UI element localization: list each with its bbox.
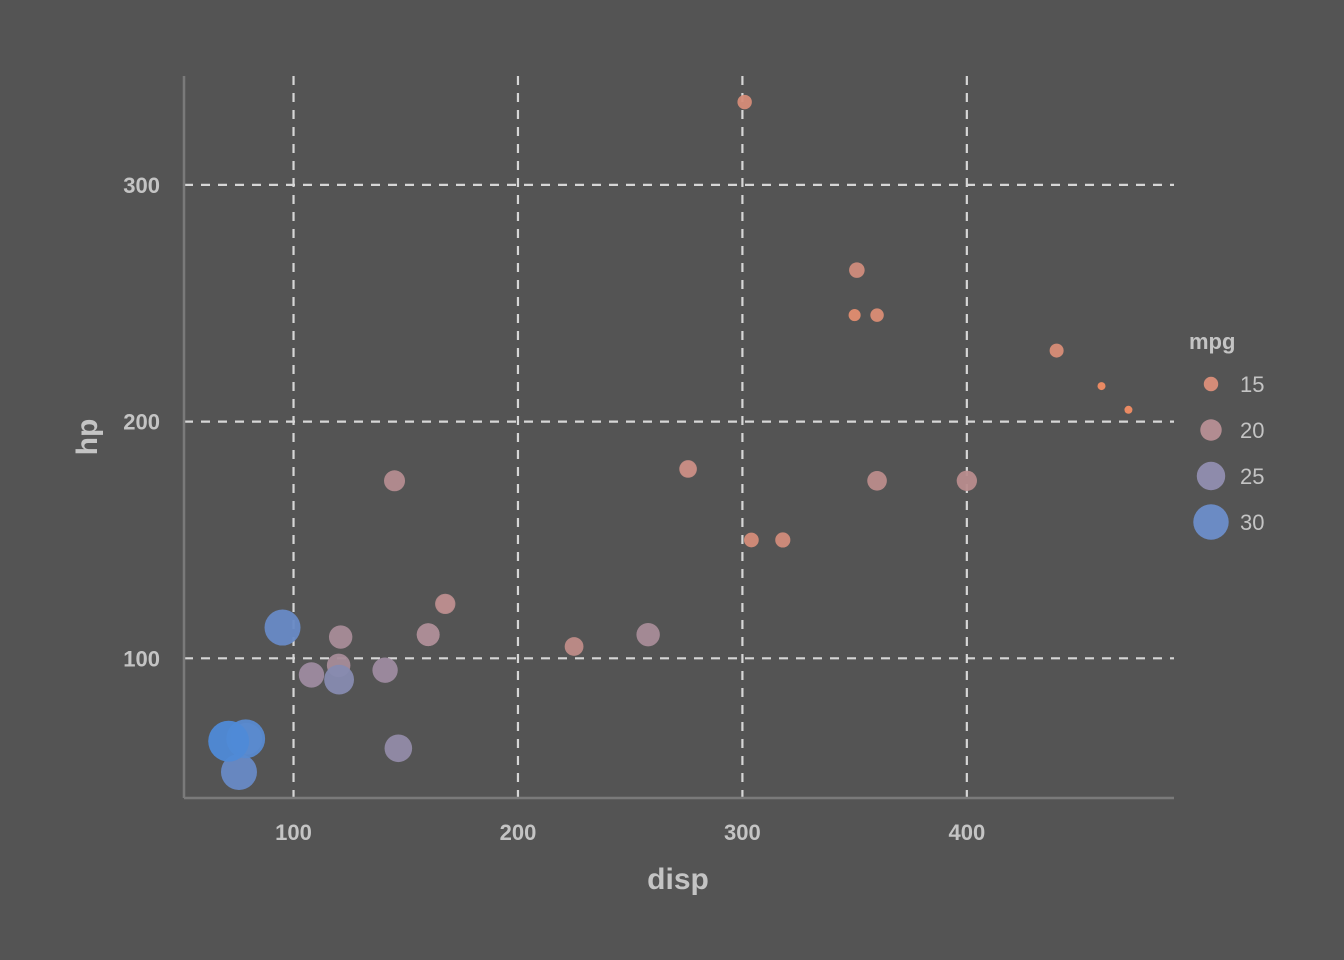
legend-label-20: 20: [1240, 418, 1264, 443]
data-point: [220, 753, 257, 790]
data-point: [737, 94, 752, 110]
data-point: [849, 262, 865, 278]
data-point: [264, 609, 301, 646]
data-point: [416, 623, 440, 647]
data-point: [870, 308, 884, 322]
data-point: [384, 734, 413, 763]
data-point: [384, 470, 406, 492]
legend-key-15: [1203, 376, 1219, 392]
legend-key-20: [1200, 419, 1222, 441]
y-tick-label-100: 100: [123, 646, 160, 671]
data-point: [775, 532, 791, 548]
data-point: [848, 309, 861, 322]
data-point: [1097, 382, 1106, 391]
legend-label-15: 15: [1240, 372, 1264, 397]
data-point: [956, 470, 978, 491]
x-axis-title: disp: [647, 863, 709, 896]
legend-label-30: 30: [1240, 510, 1264, 535]
axes: [182, 76, 1174, 800]
data-points: [208, 94, 1133, 790]
data-point: [372, 657, 398, 683]
legend-title: mpg: [1189, 329, 1235, 354]
data-point: [208, 720, 250, 762]
data-point: [744, 532, 759, 548]
legend: mpg 15 20 25 30: [1189, 329, 1264, 540]
x-tick-label-400: 400: [948, 820, 985, 845]
data-point: [324, 664, 355, 695]
legend-items: 15 20 25 30: [1193, 372, 1264, 540]
data-point: [564, 637, 584, 656]
y-tick-label-300: 300: [123, 173, 160, 198]
data-point: [867, 470, 887, 491]
data-point: [636, 622, 660, 647]
data-point: [679, 460, 697, 478]
legend-key-30: [1193, 504, 1229, 540]
data-point: [298, 662, 325, 688]
x-tick-label-200: 200: [500, 820, 537, 845]
legend-label-25: 25: [1240, 464, 1264, 489]
x-tick-label-300: 300: [724, 820, 761, 845]
data-point: [435, 593, 456, 615]
y-tick-label-200: 200: [123, 410, 160, 435]
grid: [184, 76, 1174, 798]
legend-key-25: [1196, 461, 1226, 491]
tick-labels: 100 200 300 400 100 200 300: [123, 173, 985, 845]
data-point: [328, 625, 353, 649]
y-axis-title: hp: [71, 419, 104, 456]
data-point: [1049, 343, 1064, 358]
x-tick-label-100: 100: [275, 820, 312, 845]
data-point: [1124, 405, 1133, 414]
